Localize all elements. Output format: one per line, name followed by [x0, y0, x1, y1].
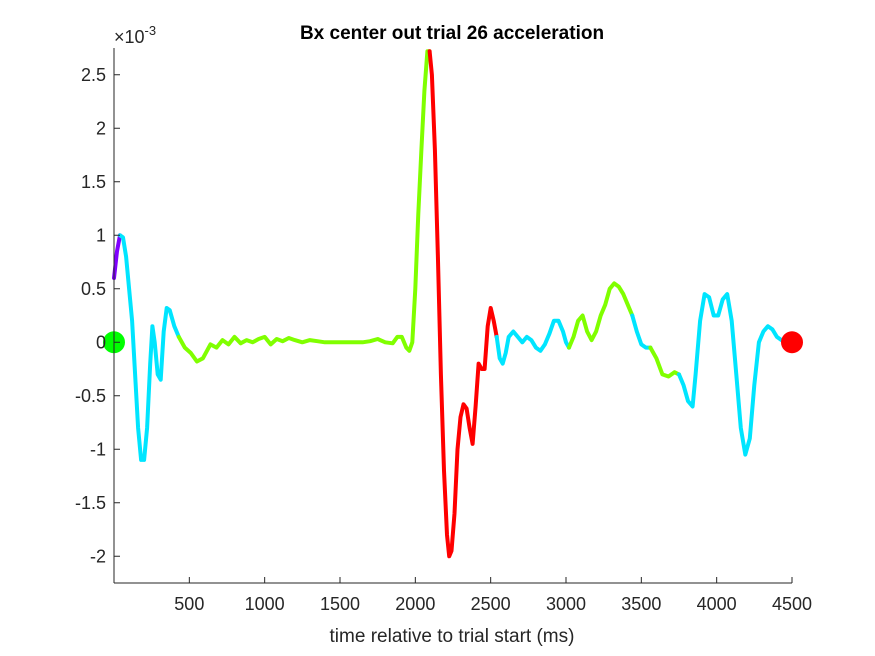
y-tick-label: 1.5 — [81, 172, 106, 192]
y-exponent-base: ×10 — [114, 27, 145, 47]
series-segment-cyan — [494, 318, 571, 366]
y-tick-label: 1 — [96, 225, 106, 245]
x-tick-label: 3000 — [546, 594, 586, 614]
series-segment-purple — [112, 233, 122, 280]
x-tick-label: 3500 — [621, 594, 661, 614]
y-tick-label: -2 — [90, 546, 106, 566]
x-tick-label: 1000 — [245, 594, 285, 614]
y-tick-label: 2.5 — [81, 65, 106, 85]
y-tick-label: 0.5 — [81, 279, 106, 299]
series-segment-green — [176, 49, 432, 364]
y-tick-label: -1 — [90, 439, 106, 459]
y-tick-label: -0.5 — [75, 386, 106, 406]
x-tick-label: 4500 — [772, 594, 812, 614]
x-axis-title: time relative to trial start (ms) — [330, 626, 575, 647]
series-segment-cyan — [630, 313, 653, 350]
series-segment-green — [567, 281, 635, 350]
series-layer — [112, 49, 793, 559]
y-tick-label: 2 — [96, 118, 106, 138]
x-tick-label: 1500 — [320, 594, 360, 614]
y-tick-label: -1.5 — [75, 493, 106, 513]
y-exponent-power: -3 — [145, 23, 157, 38]
axes-layer — [113, 48, 792, 584]
series-segment-cyan — [118, 233, 181, 462]
x-tick-label: 2500 — [471, 594, 511, 614]
series-segment-green — [648, 345, 681, 379]
x-ticks: 500 1000 1500 2000 2500 3000 3500 4000 4500 — [174, 577, 812, 614]
y-axis-exponent: ×10-3 — [114, 23, 156, 47]
series-segment-cyan — [677, 292, 793, 457]
x-tick-label: 2000 — [395, 594, 435, 614]
series-segment-red — [427, 49, 499, 559]
x-tick-label: 4000 — [697, 594, 737, 614]
y-ticks: -2 -1.5 -1 -0.5 0 0.5 1 1.5 2 2.5 — [75, 65, 120, 566]
x-tick-label: 500 — [174, 594, 204, 614]
chart-title: Bx center out trial 26 acceleration — [300, 23, 604, 44]
y-tick-label: 0 — [96, 332, 106, 352]
end-marker — [781, 331, 803, 354]
